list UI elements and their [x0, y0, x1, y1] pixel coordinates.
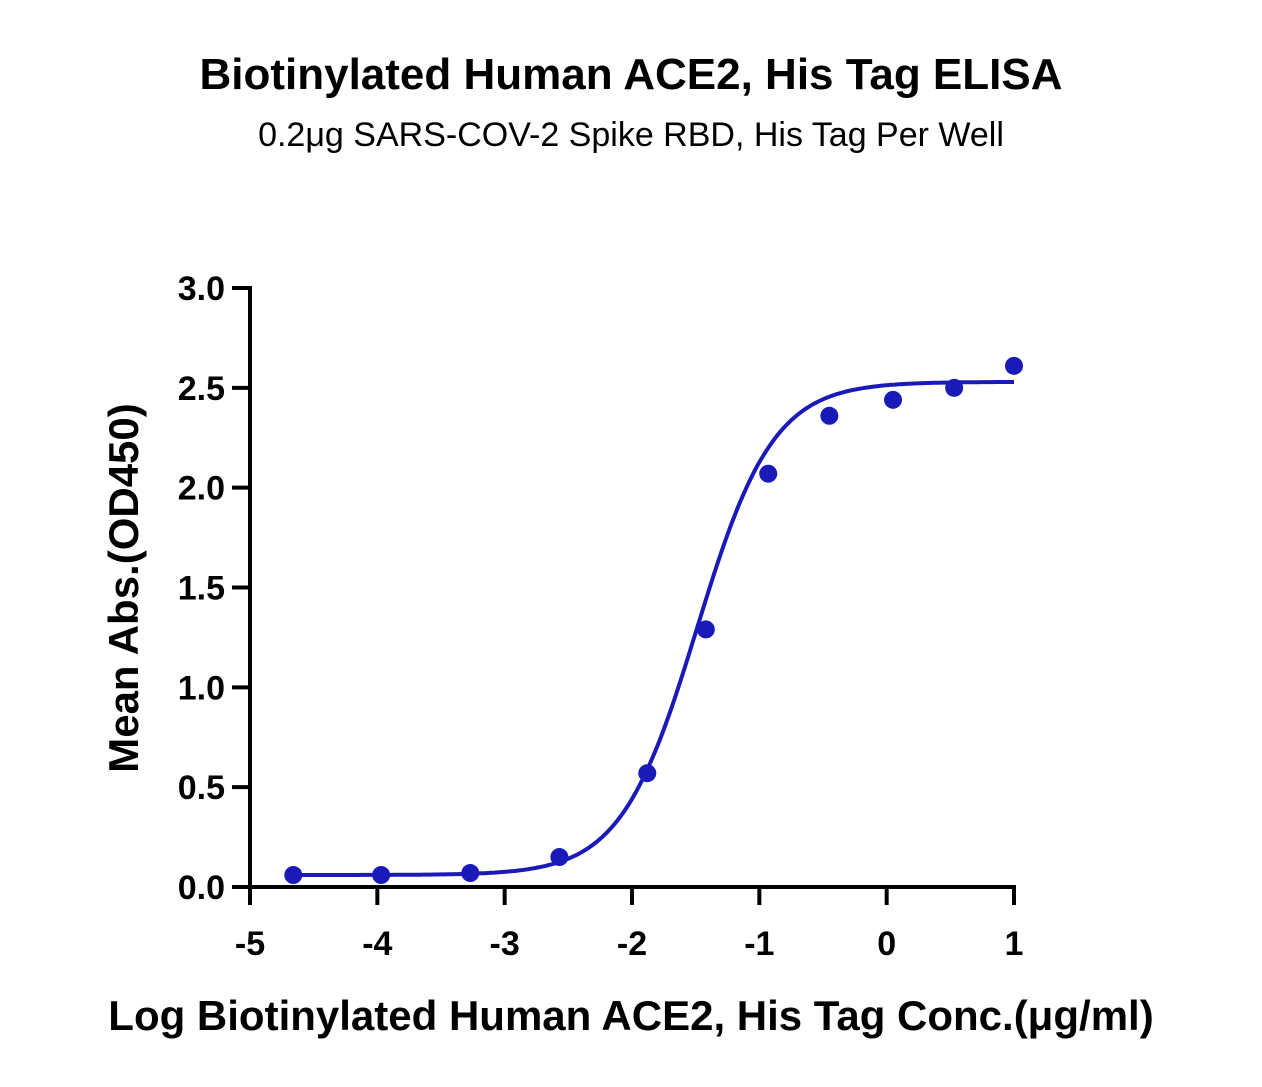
data-point-2 [461, 864, 480, 883]
x-axis-title: Log Biotinylated Human ACE2, His Tag Con… [108, 992, 1153, 1039]
points-layer [284, 356, 1023, 885]
data-point-9 [945, 378, 964, 397]
y-tick-label-4: 2.0 [178, 470, 225, 508]
chart-title: Biotinylated Human ACE2, His Tag ELISA [199, 50, 1063, 99]
data-point-3 [550, 848, 569, 867]
x-tick-label-1: -4 [362, 925, 392, 963]
x-tick-label-6: 1 [1005, 925, 1024, 963]
data-point-6 [759, 464, 778, 483]
y-tick-label-5: 2.5 [178, 370, 225, 408]
x-tick-label-3: -2 [617, 925, 647, 963]
x-tick-label-5: 0 [877, 925, 896, 963]
data-point-1 [372, 866, 391, 885]
x-tick-label-0: -5 [235, 925, 265, 963]
y-tick-label-3: 1.5 [178, 570, 225, 608]
chart-subtitle: 0.2μg SARS-COV-2 Spike RBD, His Tag Per … [258, 116, 1004, 154]
data-point-7 [820, 406, 839, 425]
fit-curve [293, 380, 1014, 877]
data-point-4 [638, 764, 657, 783]
y-axis-title: Mean Abs.(OD450) [100, 403, 147, 773]
axes: 0.0 0.5 1.0 1.5 2.0 2.5 3.0 -5 -4 -3 -2 -1 0 1 [178, 270, 1024, 963]
data-point-8 [884, 390, 903, 409]
x-tick-label-4: -1 [744, 925, 774, 963]
data-point-5 [696, 620, 715, 639]
x-tick-label-2: -3 [490, 925, 520, 963]
data-point-10 [1005, 356, 1023, 375]
y-tick-label-0: 0.0 [178, 869, 225, 907]
y-tick-label-1: 0.5 [178, 769, 225, 807]
y-tick-label-2: 1.0 [178, 669, 225, 707]
fit-curve-layer [293, 380, 1014, 877]
data-point-0 [284, 866, 303, 885]
y-tick-label-6: 3.0 [178, 270, 225, 308]
